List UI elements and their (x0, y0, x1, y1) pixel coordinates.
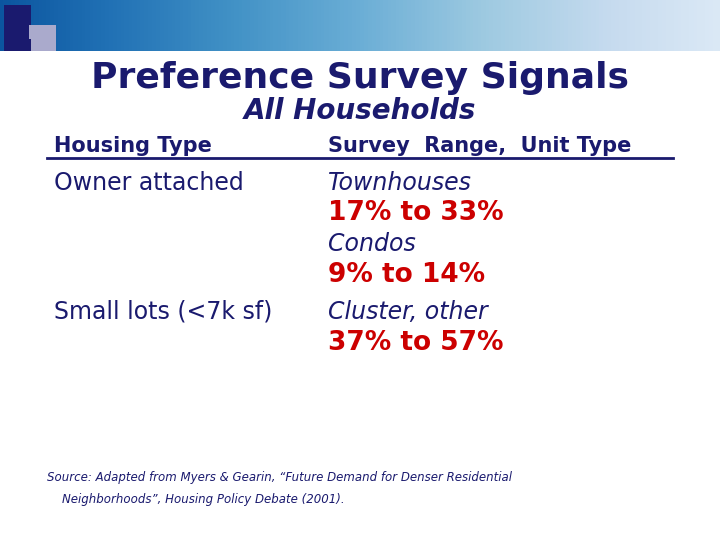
Text: Neighborhoods”, Housing Policy Debate (2001).: Neighborhoods”, Housing Policy Debate (2… (47, 493, 344, 506)
Text: Preference Survey Signals: Preference Survey Signals (91, 62, 629, 95)
Text: Owner attached: Owner attached (54, 171, 244, 194)
Text: 9% to 14%: 9% to 14% (328, 262, 485, 288)
Text: Housing Type: Housing Type (54, 136, 212, 156)
Text: 37% to 57%: 37% to 57% (328, 330, 503, 356)
Text: Small lots (<7k sf): Small lots (<7k sf) (54, 300, 272, 323)
Text: Condos: Condos (328, 232, 415, 256)
Text: All Households: All Households (244, 97, 476, 125)
Text: Townhouses: Townhouses (328, 171, 472, 194)
Text: Cluster, other: Cluster, other (328, 300, 487, 323)
Text: 17% to 33%: 17% to 33% (328, 200, 503, 226)
Text: Source: Adapted from Myers & Gearin, “Future Demand for Denser Residential: Source: Adapted from Myers & Gearin, “Fu… (47, 471, 512, 484)
Text: Survey  Range,  Unit Type: Survey Range, Unit Type (328, 136, 631, 156)
